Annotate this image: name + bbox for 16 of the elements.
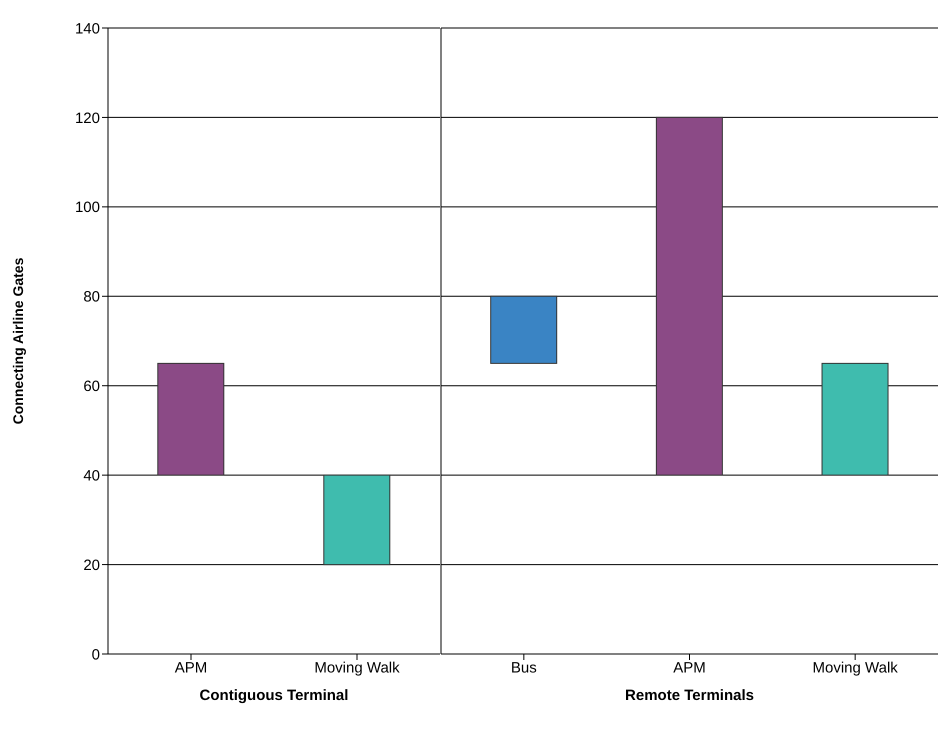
- x-tick-label: Moving Walk: [812, 660, 898, 677]
- y-tick-label: 140: [74, 20, 100, 38]
- y-tick-label: 120: [74, 110, 100, 127]
- x-axis-title: Remote Terminals: [625, 687, 754, 704]
- x-tick-label: Bus: [510, 660, 537, 677]
- y-tick-label: 40: [83, 467, 100, 484]
- y-tick-label: 80: [83, 288, 100, 306]
- y-tick-label: 100: [74, 199, 100, 216]
- x-tick-label: APM: [174, 660, 208, 677]
- y-tick-label: 60: [83, 378, 100, 396]
- y-axis-title: Connecting Airline Gates: [10, 257, 26, 424]
- y-tick-label: 0: [92, 646, 100, 664]
- y-tick-label: 20: [83, 556, 100, 574]
- x-tick-label: APM: [673, 660, 706, 677]
- x-axis-title: Contiguous Terminal: [200, 687, 348, 704]
- x-tick-label: Moving Walk: [314, 660, 400, 677]
